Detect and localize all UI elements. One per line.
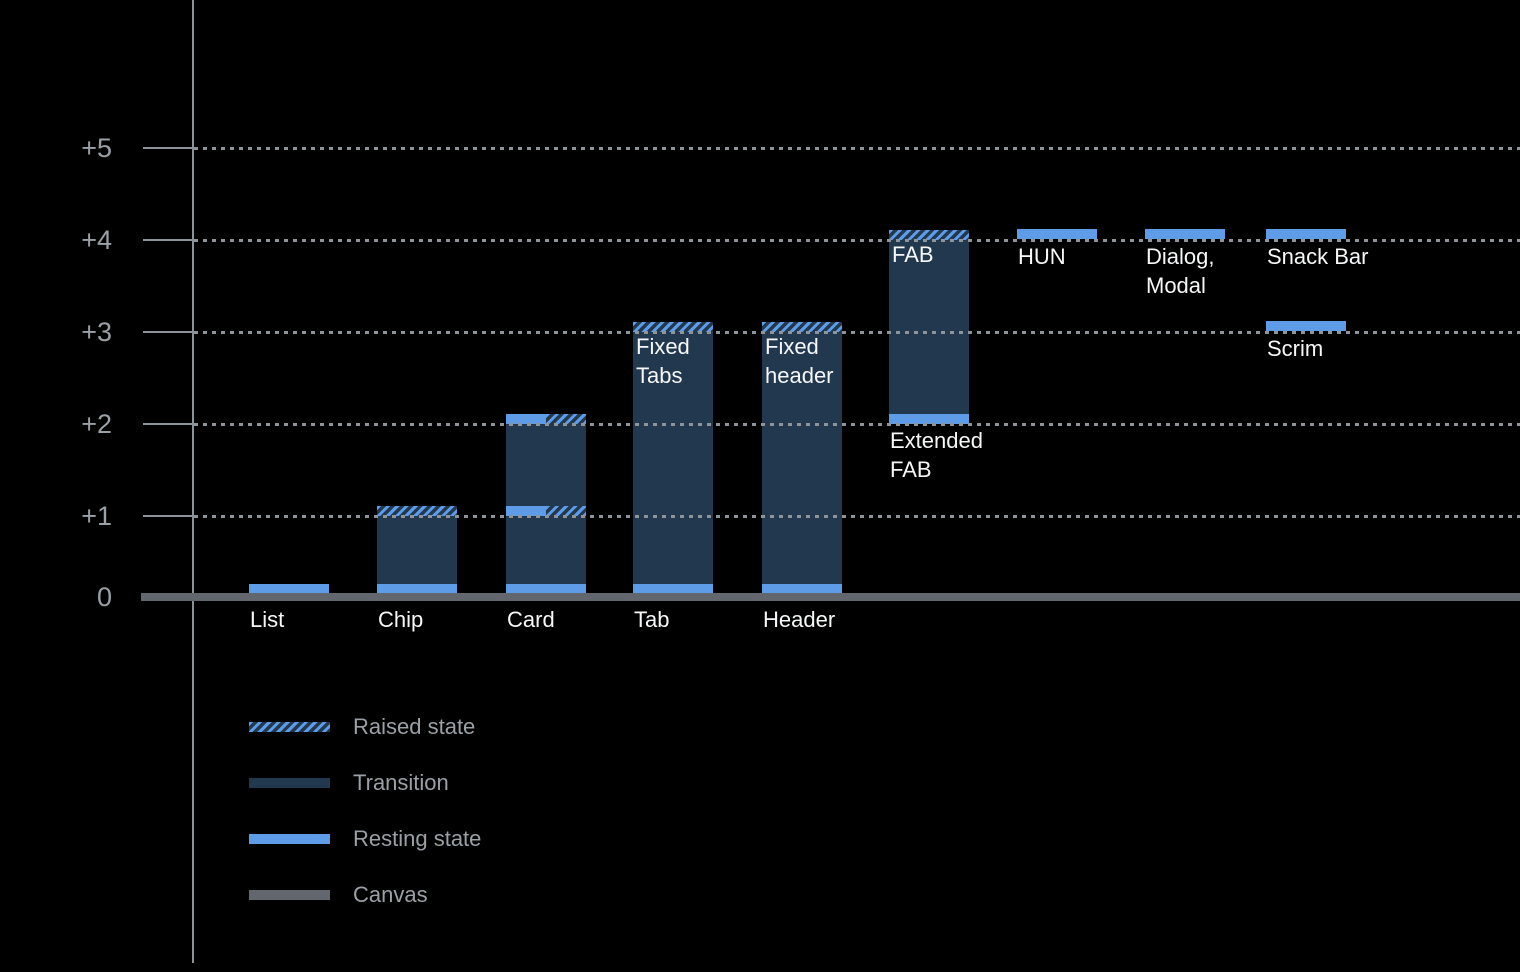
grid-line [194, 423, 1520, 426]
grid-line [194, 515, 1520, 518]
bar-below-label-line: Scrim [1267, 336, 1324, 361]
bar-below-label: Extended FAB [890, 426, 983, 484]
bar-segment-raised [762, 322, 842, 332]
y-tick-label: 0 [96, 582, 112, 612]
legend-label: Transition [353, 770, 449, 795]
bar-segment-resting [506, 506, 546, 516]
bar-segment-resting [1145, 229, 1225, 239]
y-tick-label: +3 [81, 317, 112, 347]
bar-segment-raised [546, 506, 586, 516]
legend-swatch-raised [249, 722, 330, 732]
bar-inner-label-line: header [765, 363, 834, 388]
bar-segment-resting [506, 414, 546, 424]
bar-segment-raised [889, 230, 969, 240]
legend-swatch-transition [249, 778, 330, 788]
bar-segment-transition [633, 332, 713, 584]
bar-below-label-line: Snack Bar [1267, 244, 1369, 269]
bar-axis-label: Card [507, 607, 555, 632]
bar-segment-resting [506, 584, 586, 593]
bar-segment-resting [1266, 229, 1346, 239]
legend-label: Canvas [353, 882, 428, 907]
bar-axis-label: Header [763, 607, 836, 632]
canvas-baseline [141, 593, 1520, 601]
grid-line [194, 331, 1520, 334]
bar-below-label-line: Modal [1146, 273, 1206, 298]
y-tick-mark [143, 515, 192, 517]
bar-axis-label: List [250, 607, 285, 632]
bar-axis-label: Chip [378, 607, 424, 632]
y-axis-line [192, 0, 194, 963]
bar-below-label-line: Extended [890, 428, 983, 453]
bar-below-label-line: FAB [890, 457, 932, 482]
bar-segment-resting [889, 414, 969, 424]
bar-below-label: HUN [1018, 242, 1066, 271]
y-tick-mark [143, 331, 192, 333]
bar-segment-resting [1266, 321, 1346, 331]
bar-segment-resting [377, 584, 457, 593]
legend-label: Resting state [353, 826, 482, 851]
bar-segment-transition [506, 424, 586, 506]
y-tick-mark [143, 147, 192, 149]
bar-segment-resting [1017, 229, 1097, 239]
bar-inner-label-line: Fixed [765, 334, 819, 359]
grid-line [194, 239, 1520, 242]
bar-segment-raised [377, 506, 457, 516]
grid-line [194, 147, 1520, 150]
bar-segment-raised [546, 414, 586, 424]
bar-segment-resting [249, 584, 329, 593]
bar-below-label: Snack Bar [1267, 242, 1369, 271]
bar-segment-transition [506, 516, 586, 584]
legend-label: Raised state [353, 714, 476, 739]
bar-segment-transition [762, 332, 842, 584]
bar-segment-transition [377, 516, 457, 584]
bar-inner-label-line: Tabs [636, 363, 683, 388]
bar-axis-label: Tab [634, 607, 670, 632]
bar-below-label-line: HUN [1018, 244, 1066, 269]
bar-inner-label: FAB [892, 240, 934, 269]
y-tick-label: +2 [81, 409, 112, 439]
bar-inner-label: Fixed header [765, 332, 834, 390]
legend-swatch-resting [249, 834, 330, 844]
bar-segment-resting [762, 584, 842, 593]
legend-swatch-canvas [249, 890, 330, 900]
bar-segment-transition [889, 240, 969, 414]
y-tick-label: +1 [81, 501, 112, 531]
bar-inner-label-line: Fixed [636, 334, 690, 359]
y-tick-label: +4 [81, 225, 112, 255]
bar-segment-resting [633, 584, 713, 593]
y-tick-mark [143, 423, 192, 425]
y-tick-mark [143, 239, 192, 241]
bar-below-label: Scrim [1267, 334, 1323, 363]
bar-inner-label-line: FAB [892, 242, 934, 267]
bar-segment-raised [633, 322, 713, 332]
y-tick-label: +5 [81, 133, 112, 163]
bar-inner-label: Fixed Tabs [636, 332, 690, 390]
bar-below-label-line: Dialog, [1146, 244, 1215, 269]
bar-below-label: Dialog, Modal [1146, 242, 1214, 300]
